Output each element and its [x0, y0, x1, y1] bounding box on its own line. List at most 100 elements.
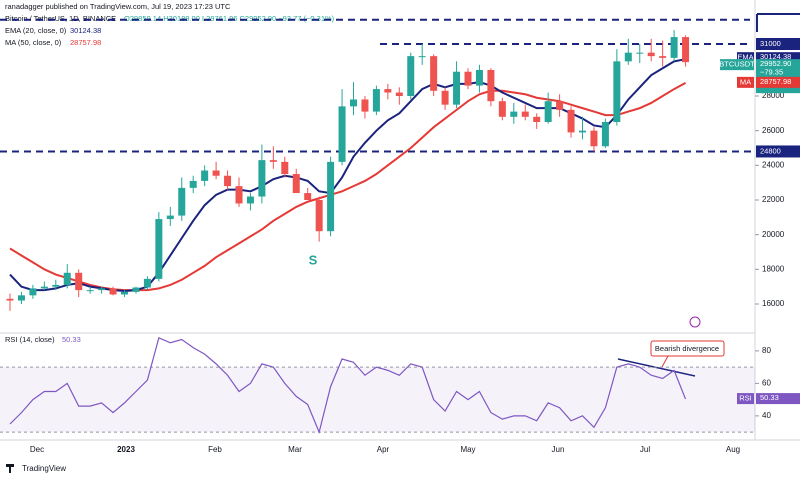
candle-body: [590, 130, 598, 147]
candle-body: [52, 284, 60, 287]
chart-title: Bitcoin / TetherUS, 1D, BINANCE: [5, 14, 116, 23]
candle-body: [75, 272, 83, 291]
candle-body: [6, 298, 14, 301]
x-tick-label: Jun: [552, 445, 565, 454]
ma-legend: MA (50, close, 0): [5, 38, 62, 47]
y-tick-label: 24000: [762, 160, 785, 169]
candle-body: [178, 187, 186, 216]
short-tag-text: BTCUSDT: [719, 60, 755, 69]
price-tag-text: 29952.90: [760, 59, 791, 68]
candle-body: [235, 186, 243, 204]
candle-body: [269, 160, 277, 162]
candle-body: [384, 89, 392, 93]
annotation-box: [650, 340, 725, 357]
short-tag: [720, 59, 754, 71]
candle-body: [659, 56, 667, 58]
candle-body: [521, 111, 529, 117]
candle-body: [670, 37, 678, 58]
ema-legend-value: 30124.38: [70, 26, 101, 35]
x-tick-label: Dec: [30, 445, 44, 454]
candle-body: [487, 70, 495, 102]
rsi-tag-text: 50.33: [760, 393, 779, 402]
y-tick-label: 18000: [762, 264, 785, 273]
candle-body: [86, 290, 94, 292]
short-tag-text: MA: [740, 77, 751, 86]
candle-body: [647, 52, 655, 57]
rsi-tick-label: 60: [762, 378, 771, 387]
y-tick-label: 28000: [762, 91, 785, 100]
level-tag: [756, 145, 800, 158]
rsi-line: [9, 337, 687, 435]
candle-body: [441, 90, 449, 105]
candle-body: [63, 272, 71, 285]
rsi-legend: RSI (14, close): [5, 335, 55, 344]
x-tick-label: Feb: [208, 445, 222, 454]
candle-body: [17, 295, 25, 301]
candle-body: [281, 161, 289, 174]
event-icon: [689, 316, 701, 328]
candle-body: [613, 61, 621, 122]
candle-body: [327, 161, 335, 232]
candle-body: [109, 288, 117, 295]
short-tag: [737, 393, 754, 405]
candle-body: [361, 99, 369, 112]
candle-body: [372, 89, 380, 112]
candle-body: [601, 122, 609, 147]
level-tag: [756, 38, 800, 50]
y-tick-label: 26000: [762, 126, 785, 135]
candle-body: [121, 291, 128, 295]
rsi-tag: [756, 393, 800, 405]
candle-body: [40, 286, 48, 289]
x-tick-label: Jul: [640, 445, 650, 454]
candle-body: [567, 109, 575, 133]
ema-tag-text: 30124.38: [760, 52, 791, 61]
x-tick-label: 2023: [117, 445, 135, 454]
level-tag-label: 31000: [760, 39, 781, 48]
candle-body: [418, 56, 426, 58]
candle-body: [166, 215, 174, 220]
short-tag-text: RSI: [739, 394, 752, 403]
candle-body: [430, 56, 438, 91]
rsi-annotation: Bearish divergence: [655, 344, 719, 353]
candle-body: [395, 92, 403, 96]
candle-body: [407, 56, 415, 96]
candle-body: [453, 71, 461, 105]
candle-body: [315, 200, 323, 232]
ema-tag: [756, 52, 800, 64]
candle-body: [510, 111, 518, 117]
candle-body: [624, 52, 632, 62]
annotation-pointer: [661, 355, 669, 368]
y-tick-label: 22000: [762, 195, 785, 204]
rsi-legend-value: 50.33: [62, 335, 81, 344]
y-tick-label: 20000: [762, 230, 785, 239]
x-tick-label: Apr: [377, 445, 390, 454]
candle-body: [98, 288, 106, 291]
candle-body: [579, 130, 586, 133]
support-annotation: S: [309, 252, 318, 267]
ma-tag: [756, 76, 800, 88]
candle-body: [544, 101, 552, 122]
rsi-tick-label: 80: [762, 346, 771, 355]
candle-body: [189, 180, 197, 188]
logo-icon: [6, 464, 14, 473]
candle-body: [338, 106, 346, 162]
candle-body: [29, 288, 37, 296]
short-tag: [737, 76, 754, 88]
candle-body: [682, 37, 690, 63]
candle-body: [636, 52, 644, 54]
candle-body: [556, 101, 564, 110]
ma-legend-value: 28757.98: [70, 38, 101, 47]
short-tag: [737, 52, 754, 64]
x-tick-label: May: [460, 445, 475, 454]
candle-body: [224, 175, 232, 187]
ohlc: O29859.14 H30189.00 L29761.96 C29952.90 …: [124, 14, 335, 23]
rsi-tick-label: 40: [762, 411, 771, 420]
candle-body: [475, 70, 483, 86]
level-tag-label: 24800: [760, 146, 781, 155]
candle-body: [292, 174, 300, 194]
axis-marker: [756, 13, 800, 32]
footer-logo: TradingView: [22, 464, 66, 473]
x-tick-label: Aug: [726, 445, 740, 454]
ema-legend: EMA (20, close, 0): [5, 26, 67, 35]
